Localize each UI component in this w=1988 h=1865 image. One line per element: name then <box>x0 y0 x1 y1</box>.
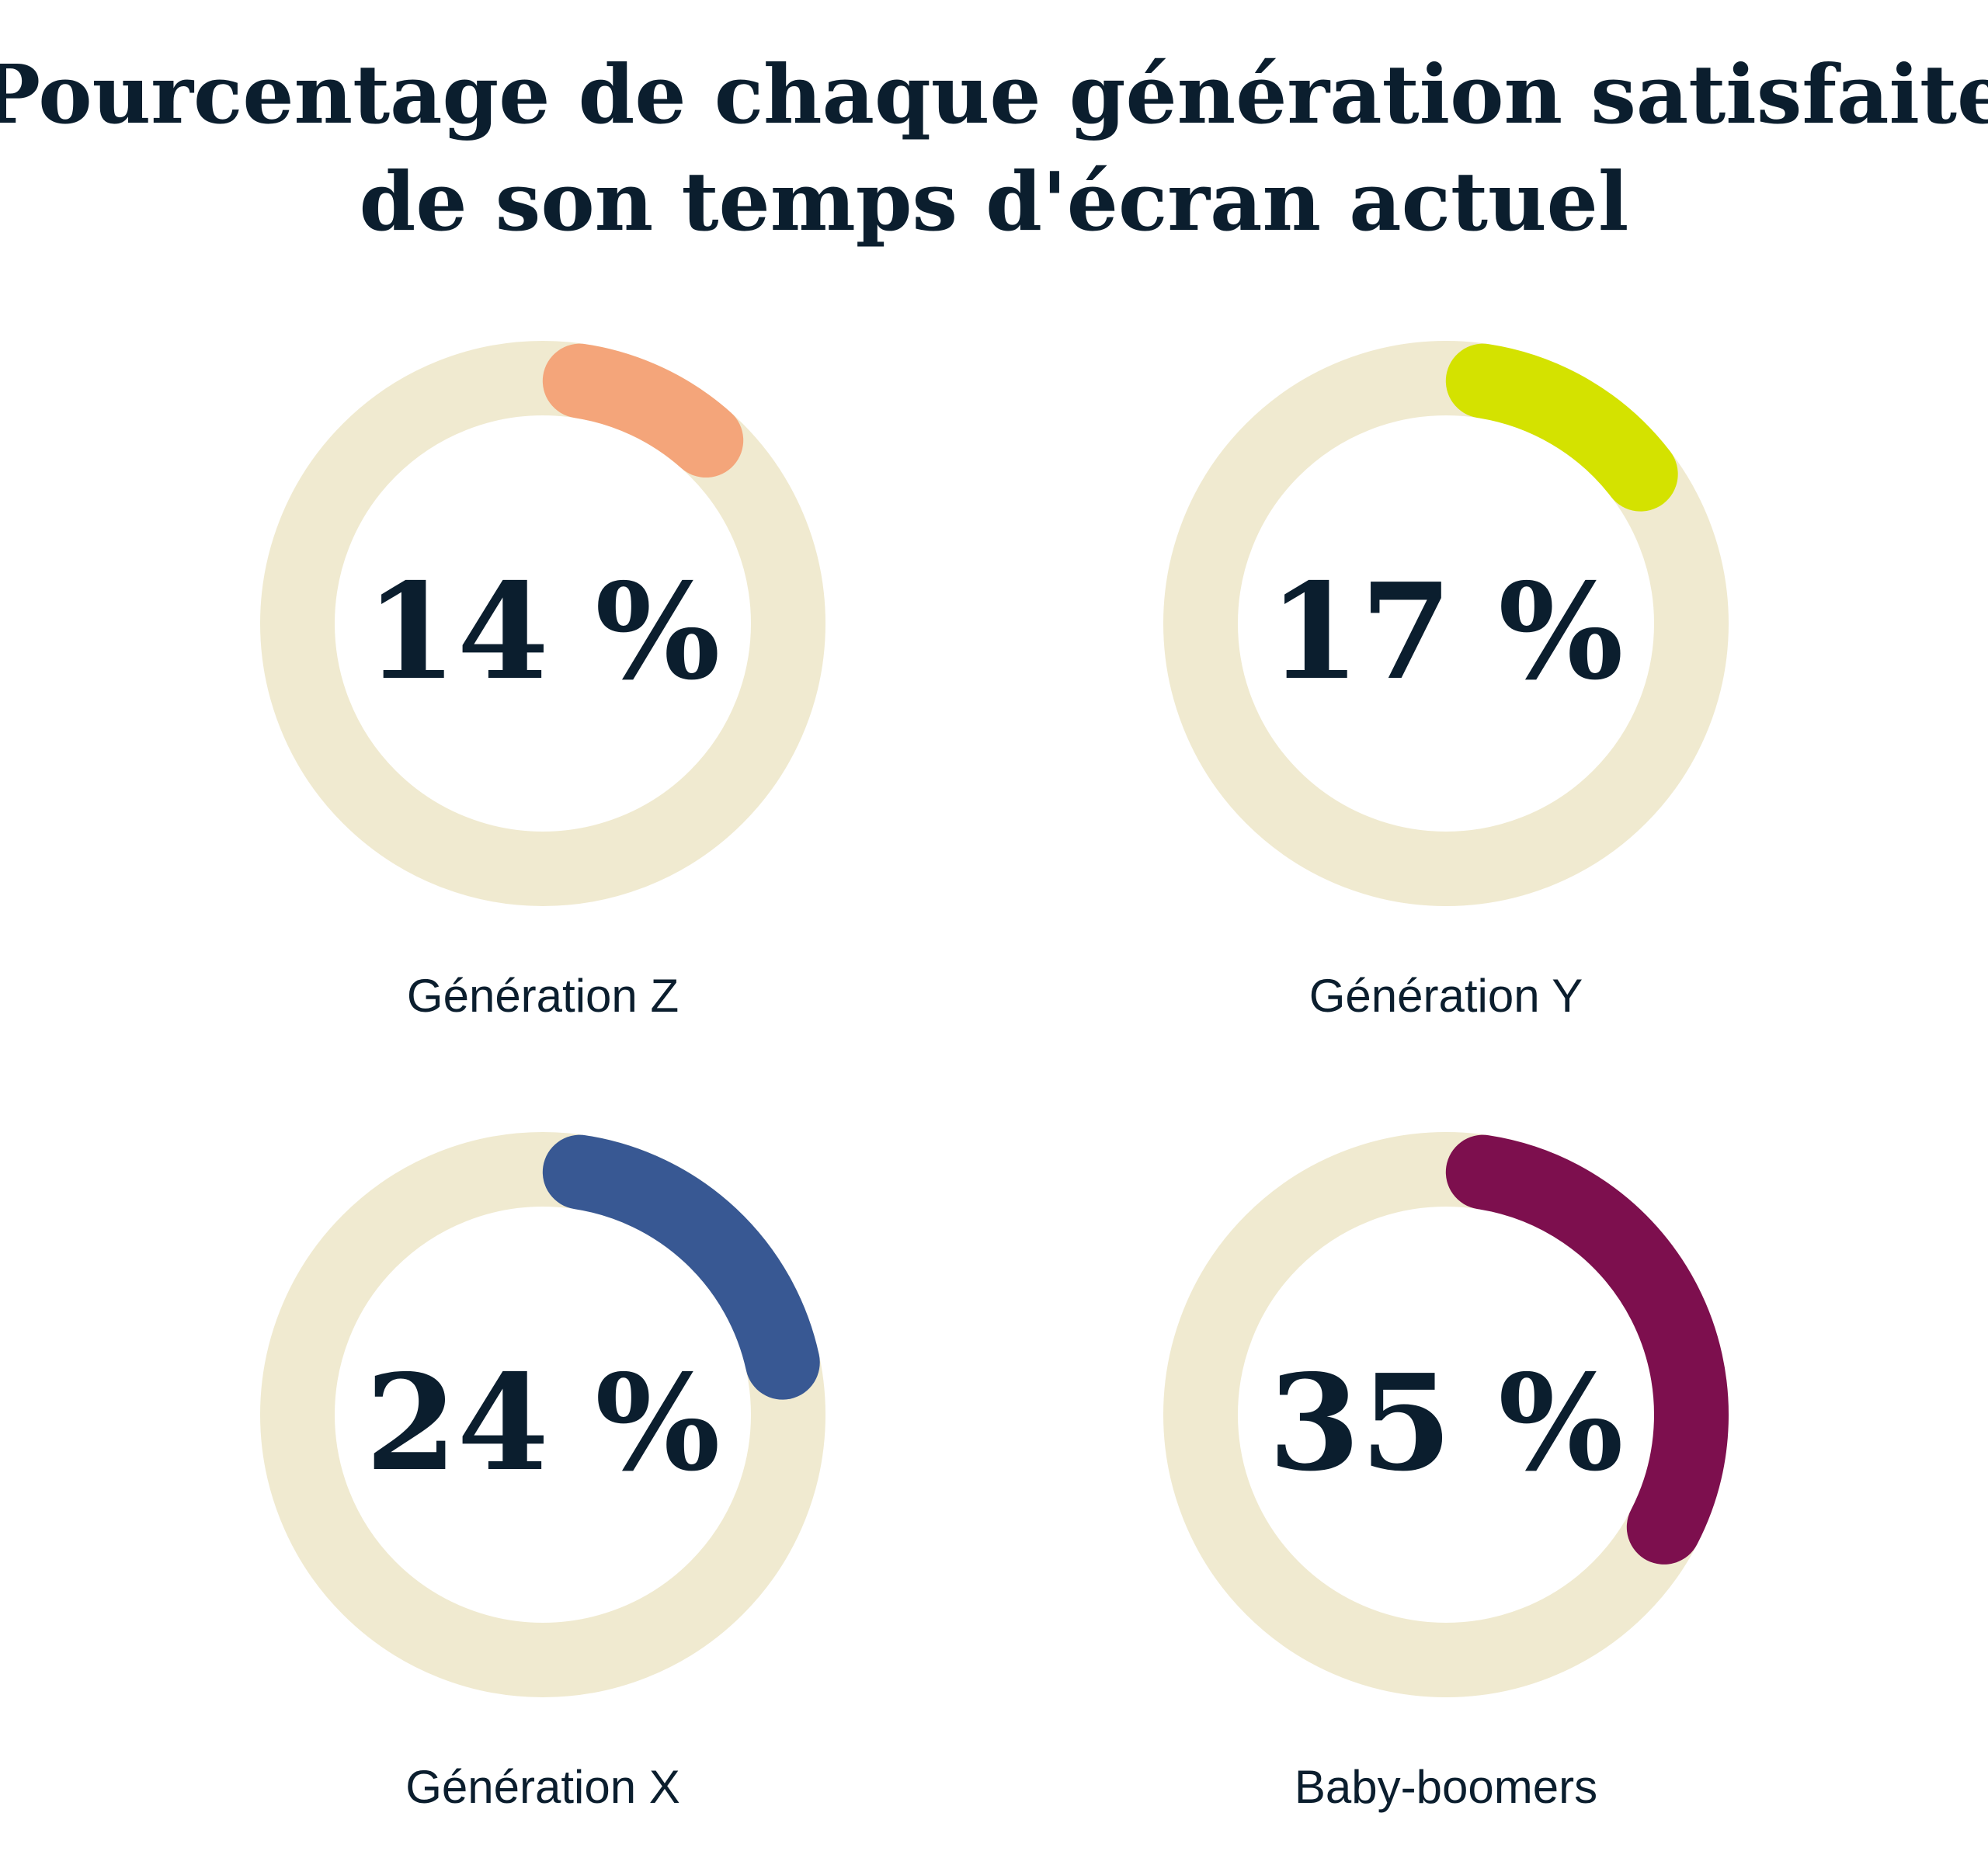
donut-value-arc <box>1445 1134 1729 1565</box>
chart-title-line-1: Pourcentage de chaque génération satisfa… <box>0 47 1988 142</box>
donut-category-label: Baby-boomers <box>1295 1761 1597 1813</box>
donut-value-label: 35 % <box>1268 1346 1623 1501</box>
donut-value-arc <box>542 343 744 478</box>
donut-value-arc <box>1445 343 1678 512</box>
donut-category-label: Génération Y <box>1309 970 1583 1022</box>
donut-3: 35 % Baby-boomers <box>1163 1132 1729 1813</box>
donut-value-label: 14 % <box>365 554 720 710</box>
donut-0: 14 % Génération Z <box>260 341 825 1022</box>
donut-2: 24 % Génération X <box>260 1132 825 1813</box>
donut-value-arc <box>542 1134 820 1400</box>
donut-1: 17 % Génération Y <box>1163 341 1729 1022</box>
donut-category-label: Génération X <box>405 1761 680 1813</box>
donut-value-label: 17 % <box>1268 554 1623 710</box>
donut-value-label: 24 % <box>365 1346 720 1501</box>
chart-title-line-2: de son temps d'écran actuel <box>360 154 1629 249</box>
donut-category-label: Génération Z <box>407 970 679 1022</box>
